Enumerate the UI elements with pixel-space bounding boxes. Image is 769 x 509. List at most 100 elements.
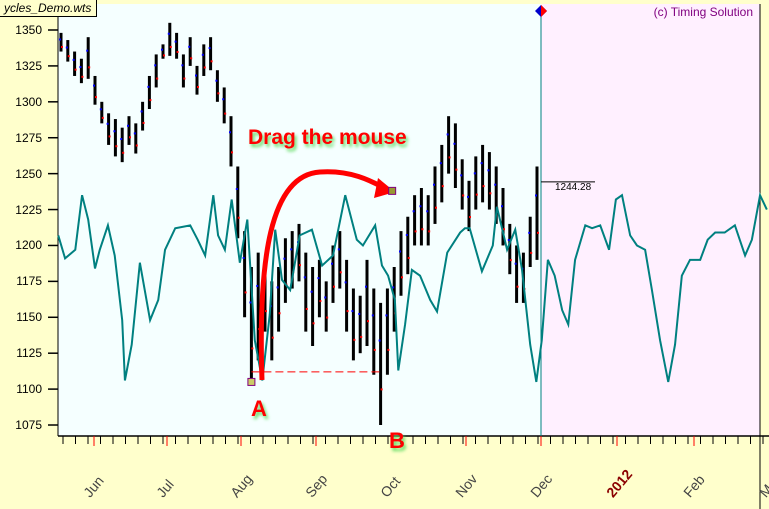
drag-instruction-label: Drag the mouse	[248, 126, 407, 149]
open-tick	[113, 130, 116, 133]
close-tick	[475, 193, 478, 196]
close-tick	[190, 57, 193, 60]
open-tick	[290, 248, 293, 251]
close-tick	[74, 68, 77, 71]
close-tick	[407, 256, 410, 259]
open-tick	[487, 169, 490, 172]
close-tick	[441, 185, 444, 188]
close-tick	[183, 77, 186, 80]
close-tick	[169, 45, 172, 48]
close-tick	[265, 310, 267, 313]
open-tick	[433, 183, 435, 186]
history-area	[58, 4, 541, 436]
close-tick	[122, 151, 125, 154]
open-tick	[127, 124, 129, 127]
close-tick	[129, 136, 131, 139]
open-tick	[317, 277, 320, 280]
open-tick	[140, 110, 143, 113]
drag-arrow	[258, 169, 390, 381]
close-tick	[516, 285, 519, 288]
open-tick	[154, 64, 157, 67]
y-tick-label: 1350	[15, 23, 42, 37]
open-tick	[446, 133, 449, 136]
close-tick	[88, 66, 91, 69]
open-tick	[480, 162, 483, 165]
close-tick	[244, 291, 247, 294]
close-tick	[210, 60, 213, 63]
open-tick	[310, 290, 313, 293]
close-tick	[135, 144, 138, 147]
open-tick	[133, 132, 136, 135]
y-tick-label: 1150	[16, 310, 42, 325]
close-tick	[326, 316, 329, 319]
y-tick-label: 1325	[15, 58, 42, 73]
close-tick	[530, 251, 533, 254]
close-tick	[67, 55, 70, 58]
close-tick	[414, 230, 417, 233]
close-tick	[115, 145, 118, 148]
close-tick	[339, 271, 342, 274]
y-tick-label: 1250	[15, 166, 42, 181]
open-tick	[419, 205, 422, 208]
close-tick	[163, 54, 165, 57]
close-tick	[346, 310, 349, 313]
open-tick	[93, 84, 95, 87]
open-tick	[358, 312, 361, 315]
y-tick-label: 1275	[15, 130, 42, 145]
close-tick	[299, 264, 301, 267]
close-tick	[156, 77, 159, 80]
y-tick-label: 1200	[15, 238, 42, 253]
open-tick	[378, 339, 381, 342]
close-tick	[203, 66, 206, 69]
close-tick	[251, 347, 254, 350]
open-tick	[235, 188, 238, 191]
close-tick	[482, 185, 485, 188]
close-tick	[176, 50, 179, 53]
close-tick	[319, 300, 322, 303]
close-tick	[224, 112, 227, 115]
y-tick-label: 1300	[15, 94, 42, 109]
open-tick	[72, 58, 75, 61]
open-tick	[507, 238, 510, 241]
open-tick	[79, 66, 82, 69]
open-tick	[467, 195, 469, 198]
y-tick-label: 1225	[15, 202, 42, 217]
close-tick	[305, 307, 308, 310]
close-tick	[81, 75, 84, 78]
close-tick	[489, 192, 492, 195]
y-tick-label: 1075	[15, 418, 42, 432]
open-tick	[385, 314, 388, 317]
close-tick	[387, 348, 390, 351]
file-tab[interactable]: ycles_Demo.wts	[0, 0, 98, 17]
open-tick	[65, 46, 68, 49]
open-tick	[276, 286, 279, 289]
open-tick	[303, 276, 306, 279]
open-tick	[453, 142, 456, 145]
close-tick	[509, 259, 512, 262]
close-tick	[333, 285, 335, 288]
open-tick	[337, 248, 340, 251]
y-tick-label: 1100	[16, 382, 42, 397]
point-a-label: A	[251, 396, 267, 421]
close-tick	[462, 194, 465, 197]
open-tick	[86, 49, 89, 52]
close-tick	[469, 216, 471, 219]
close-tick	[142, 121, 145, 124]
copyright-label: (c) Timing Solution	[653, 5, 753, 19]
point-b-label: B	[389, 428, 405, 453]
close-tick	[95, 96, 97, 99]
open-tick	[528, 231, 531, 234]
open-tick	[201, 53, 204, 56]
y-tick-label: 1125	[16, 346, 42, 361]
open-tick	[215, 79, 218, 82]
open-tick	[120, 138, 123, 141]
y-tick-label: 1175	[16, 274, 42, 289]
drag-target-marker[interactable]	[388, 186, 397, 195]
open-tick	[167, 32, 170, 35]
open-tick	[147, 85, 150, 88]
point-a-marker[interactable]	[247, 377, 256, 386]
close-tick	[401, 276, 403, 279]
open-tick	[229, 131, 231, 134]
open-tick	[392, 286, 395, 289]
